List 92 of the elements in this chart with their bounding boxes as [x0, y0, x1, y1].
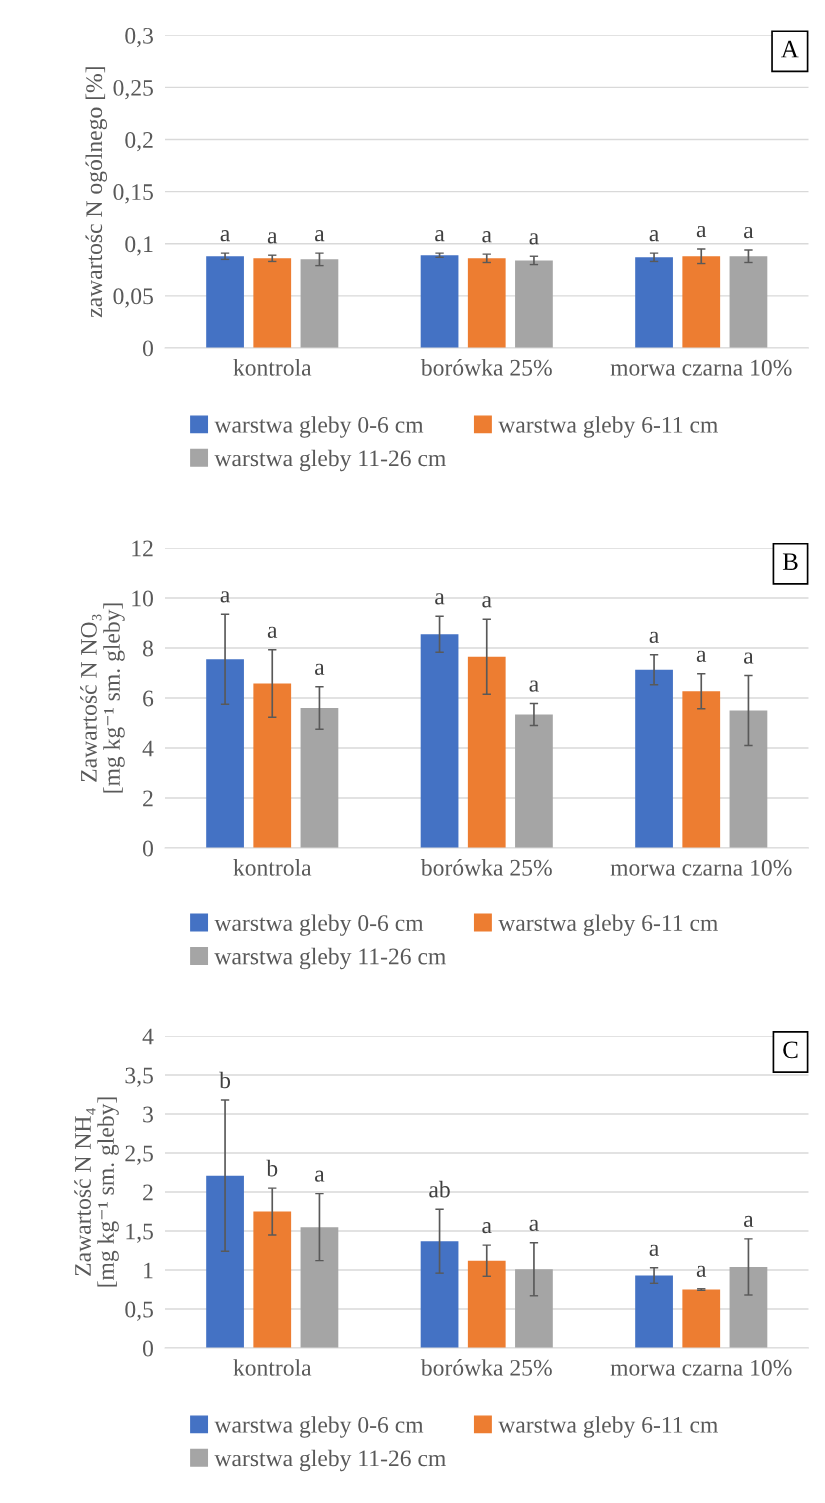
annotation: a	[744, 652, 754, 664]
bar	[253, 1211, 292, 1349]
annotation: a	[744, 226, 754, 239]
annotation: a	[315, 1170, 325, 1182]
x-tick-label: kontrola	[233, 1359, 312, 1376]
bar	[635, 1275, 673, 1349]
y-tick-label: 8	[142, 640, 153, 657]
annotation: a	[696, 650, 707, 662]
y-tick-label: 1,5	[126, 1223, 153, 1243]
x-tick-label: morwa czarna 10%	[610, 359, 792, 376]
annotation: a	[649, 1244, 659, 1256]
x-tick-label: morwa czarna 10%	[610, 1359, 792, 1376]
bar	[467, 656, 506, 848]
annotation: a	[482, 231, 492, 243]
y-tick-label: 0,5	[125, 1301, 153, 1321]
y-tick-label: 1	[144, 1262, 153, 1279]
bar	[206, 1175, 244, 1349]
annotation: a	[696, 225, 707, 238]
annotation: ab	[429, 1180, 450, 1198]
annotation: a	[529, 233, 539, 245]
bar	[420, 634, 459, 848]
annotation: a	[482, 1222, 492, 1234]
y-tick-label: 12	[132, 540, 153, 557]
y-tick-label: 0,1	[125, 236, 153, 256]
y-tick-label: 2	[143, 1184, 153, 1201]
y-tick-label: 4	[142, 1028, 154, 1045]
legend-label: warstwa gleby 6-11 cm	[498, 416, 718, 438]
bar	[682, 691, 721, 848]
x-tick-label: kontrola	[233, 359, 312, 376]
y-tick-label: 0	[142, 840, 153, 857]
y-tick-label: 0	[142, 340, 153, 357]
annotation: B	[782, 553, 798, 570]
legend-label: warstwa gleby 11-26 cm	[214, 449, 446, 472]
bar	[515, 714, 553, 848]
annotation: a	[315, 663, 325, 675]
y-tick-label: 3	[143, 1106, 153, 1123]
bar	[253, 683, 292, 848]
bar	[635, 669, 673, 848]
annotation: a	[529, 1219, 539, 1231]
annotation: a	[220, 591, 230, 603]
legend-label: warstwa gleby 6-11 cm	[498, 914, 718, 936]
legend-label: warstwa gleby 11-26 cm	[214, 1449, 446, 1472]
legend-label: warstwa gleby 0-6 cm	[214, 914, 424, 936]
y-axis-title: Zawartość N NO₃ [mg kg⁻¹ sm. gleby]	[80, 603, 125, 793]
annotation: A	[781, 40, 799, 58]
annotation: a	[267, 626, 278, 638]
y-tick-label: 2	[143, 790, 153, 807]
bar	[206, 659, 244, 848]
bar	[467, 1260, 506, 1349]
x-tick-label: borówka 25%	[420, 1359, 552, 1376]
x-tick-label: kontrola	[233, 859, 312, 876]
y-tick-label: 6	[143, 690, 154, 707]
y-axis-title: Zawartość N NH₄ [mg kg⁻¹ sm. gleby]	[74, 1097, 119, 1287]
annotation: a	[649, 230, 659, 242]
annotation: a	[529, 680, 539, 692]
bar	[729, 710, 768, 848]
bar	[515, 1269, 553, 1349]
y-tick-label: 3,5	[125, 1067, 153, 1087]
annotation: a	[267, 232, 278, 244]
annotation: b	[219, 1071, 231, 1089]
x-tick-label: borówka 25%	[420, 859, 552, 876]
annotation: a	[220, 230, 230, 242]
x-tick-label: borówka 25%	[420, 359, 552, 376]
y-tick-label: 0	[142, 1340, 153, 1357]
legend-label: warstwa gleby 0-6 cm	[214, 416, 424, 438]
y-tick-label: 0,05	[113, 288, 153, 308]
y-tick-label: 0,15	[113, 184, 153, 204]
bar	[420, 1241, 459, 1349]
annotation: b	[266, 1159, 278, 1177]
y-tick-label: 0,25	[113, 79, 153, 100]
annotation: a	[744, 1215, 754, 1228]
y-tick-label: 0,3	[125, 27, 153, 48]
bar	[300, 1227, 339, 1349]
annotation: a	[482, 596, 492, 608]
legend-label: warstwa gleby 0-6 cm	[214, 1416, 424, 1438]
annotation: a	[435, 593, 445, 605]
legend-label: warstwa gleby 6-11 cm	[498, 1416, 718, 1438]
legend-label: warstwa gleby 11-26 cm	[214, 947, 446, 970]
annotation: a	[435, 230, 445, 242]
annotation: a	[696, 1265, 707, 1278]
y-tick-label: 2,5	[125, 1145, 153, 1165]
y-tick-label: 4	[142, 740, 154, 757]
y-axis-title: zawartośc N ogólnego [%]	[85, 67, 108, 318]
annotation: a	[649, 631, 659, 643]
bar	[729, 1266, 768, 1349]
x-tick-label: morwa czarna 10%	[610, 859, 792, 876]
bar	[682, 1289, 721, 1349]
annotation: a	[315, 230, 325, 242]
annotation: C	[783, 1041, 798, 1059]
y-tick-label: 0,2	[125, 132, 153, 152]
bar	[300, 707, 339, 848]
y-tick-label: 10	[132, 590, 153, 607]
